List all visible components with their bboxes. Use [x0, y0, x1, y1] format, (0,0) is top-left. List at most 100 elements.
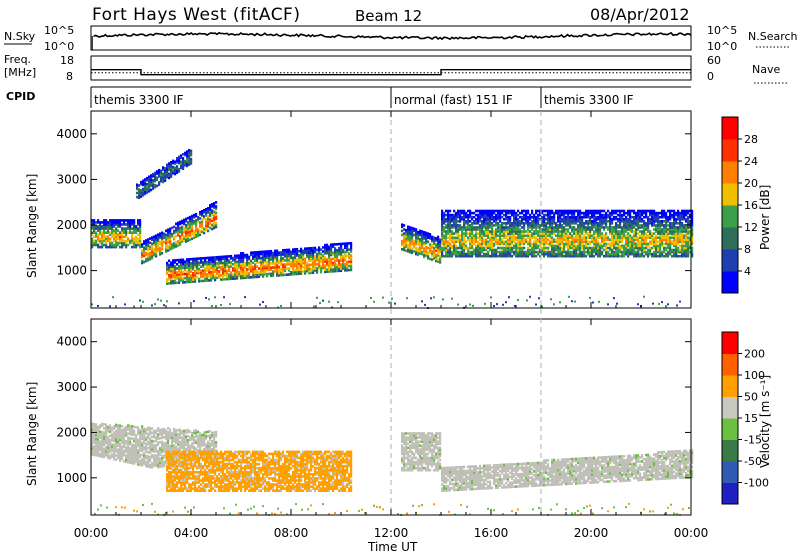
echo-cell	[591, 226, 594, 229]
echo-cell	[649, 240, 652, 244]
echo-cell	[531, 209, 534, 213]
echo-cell	[511, 240, 514, 244]
echo-cell	[401, 223, 404, 226]
echo-cell	[559, 217, 562, 221]
echo-cell	[529, 242, 532, 246]
echo-cell	[111, 243, 114, 247]
echo-cell	[177, 227, 180, 231]
echo-cell	[119, 225, 122, 228]
echo-cell	[113, 457, 116, 461]
echo-cell	[683, 236, 686, 239]
echo-cell	[147, 455, 150, 458]
echo-cell	[561, 224, 564, 227]
echo-cell	[619, 217, 622, 221]
echo-cell	[316, 296, 318, 299]
echo-cell	[337, 301, 339, 304]
echo-cell	[182, 161, 185, 164]
echo-cell	[491, 213, 494, 217]
echo-cell	[681, 234, 684, 237]
echo-cell	[565, 228, 568, 231]
echo-cell	[691, 248, 694, 252]
echo-cell	[553, 226, 556, 229]
echo-cell	[443, 244, 446, 248]
echo-cell	[555, 252, 558, 256]
echo-cell	[669, 248, 672, 252]
echo-cell	[131, 425, 134, 428]
echo-cell	[575, 220, 578, 223]
echo-cell	[655, 252, 658, 256]
echo-cell	[433, 256, 436, 260]
echo-cell	[623, 213, 626, 217]
echo-cell	[298, 262, 301, 265]
echo-cell	[115, 231, 118, 234]
echo-cell	[123, 219, 126, 222]
echo-cell	[677, 236, 680, 239]
echo-cell	[517, 230, 520, 233]
echo-cell	[525, 252, 528, 256]
echo-cell	[211, 225, 214, 229]
echo-cell	[123, 427, 126, 430]
echo-cell	[637, 228, 640, 231]
echo-cell	[451, 230, 454, 233]
echo-cell	[192, 276, 195, 279]
echo-cell	[545, 250, 548, 254]
echo-cell	[583, 213, 586, 217]
echo-cell	[133, 458, 136, 461]
echo-cell	[657, 248, 660, 252]
echo-cell	[93, 231, 96, 234]
echo-cell	[177, 244, 180, 247]
echo-cell	[613, 226, 616, 229]
echo-cell	[667, 209, 670, 213]
echo-cell	[447, 211, 450, 215]
echo-cell	[180, 268, 183, 272]
echo-cell	[545, 228, 548, 231]
echo-cell	[191, 227, 194, 230]
echo-cell	[597, 254, 600, 258]
echo-cell	[149, 241, 152, 244]
echo-cell	[109, 237, 112, 241]
echo-cell	[441, 242, 444, 246]
echo-cell	[567, 246, 570, 250]
echo-cell	[601, 226, 604, 229]
echo-cell	[336, 253, 339, 256]
echo-cell	[117, 436, 120, 439]
echo-cell	[407, 246, 410, 249]
echo-cell	[138, 196, 141, 200]
echo-cell	[272, 258, 275, 261]
echo-cell	[593, 232, 596, 235]
echo-cell	[137, 243, 140, 247]
echo-cell	[121, 424, 124, 428]
echo-cell	[348, 264, 351, 268]
echo-cell	[445, 236, 448, 239]
echo-cell	[451, 215, 454, 219]
echo-cell	[189, 230, 192, 233]
echo-cell	[212, 260, 215, 263]
echo-cell	[509, 244, 512, 248]
echo-cell	[527, 217, 530, 221]
echo-cell	[188, 151, 191, 154]
echo-cell	[671, 232, 674, 235]
echo-cell	[168, 259, 171, 263]
echo-cell	[137, 448, 140, 452]
echo-cell	[477, 236, 480, 239]
echo-cell	[119, 430, 122, 434]
echo-cell	[152, 172, 155, 176]
echo-cell	[145, 243, 148, 246]
echo-cell	[163, 240, 166, 244]
echo-cell	[192, 268, 195, 271]
echo-cell	[505, 211, 508, 215]
echo-cell	[421, 230, 424, 233]
echo-cell	[211, 213, 214, 216]
echo-cell	[405, 243, 408, 246]
echo-cell	[585, 246, 588, 250]
echo-cell	[103, 451, 106, 455]
echo-cell	[585, 244, 588, 248]
echo-cell	[423, 253, 426, 257]
echo-cell	[220, 255, 223, 259]
echo-cell	[270, 258, 273, 261]
echo-cell	[151, 242, 154, 246]
echo-cell	[459, 220, 462, 223]
echo-cell	[585, 211, 588, 215]
echo-cell	[168, 282, 171, 285]
echo-cell	[188, 280, 191, 284]
